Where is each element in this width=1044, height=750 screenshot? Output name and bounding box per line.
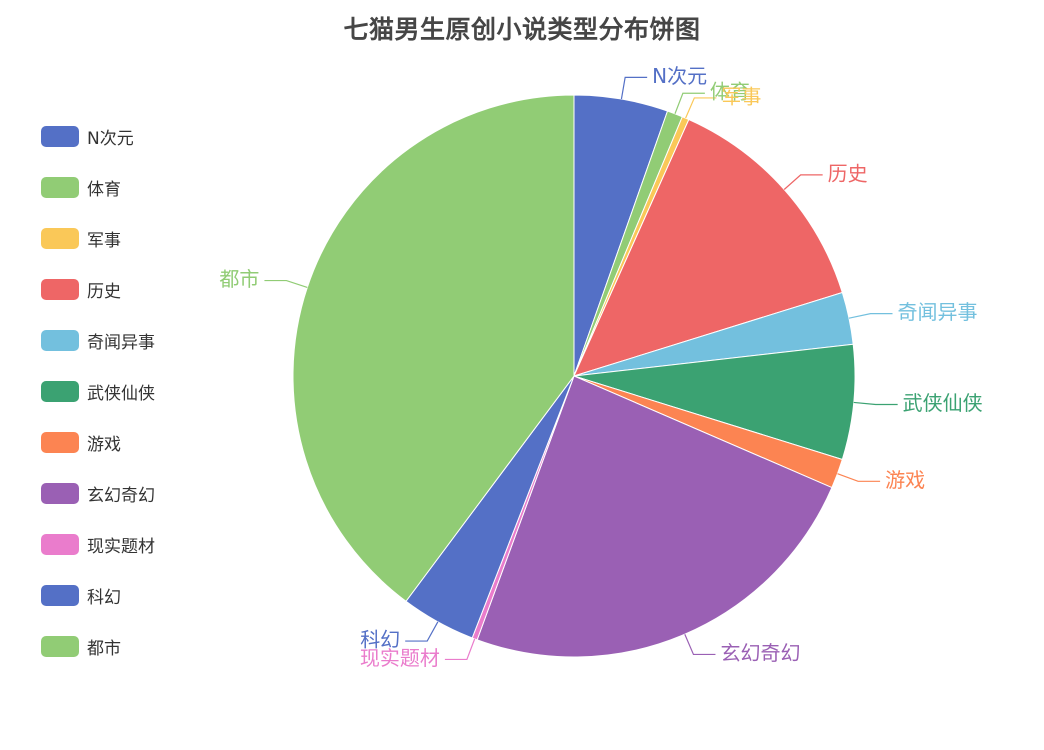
legend-label: 历史 <box>87 282 121 302</box>
legend-swatch <box>41 228 79 249</box>
legend-item-4[interactable]: 奇闻异事 <box>41 315 211 366</box>
legend-item-10[interactable]: 都市 <box>41 621 211 672</box>
legend-swatch <box>41 585 79 606</box>
leader-line-7 <box>684 634 716 656</box>
legend-item-0[interactable]: N次元 <box>41 111 211 162</box>
legend-swatch <box>41 381 79 402</box>
pie-slice-7[interactable] <box>476 375 833 658</box>
slice-label-7: 玄幻奇幻 <box>720 641 800 665</box>
legend-item-3[interactable]: 历史 <box>41 264 211 315</box>
leader-line-4 <box>848 313 893 319</box>
slice-label-4: 奇闻异事 <box>898 300 978 324</box>
leader-line-8 <box>444 638 476 661</box>
leader-line-5 <box>853 401 898 406</box>
legend-label: N次元 <box>87 129 134 149</box>
legend-item-8[interactable]: 现实题材 <box>41 519 211 570</box>
legend-label: 科幻 <box>87 588 121 608</box>
legend-swatch <box>41 534 79 555</box>
leader-line-1 <box>674 92 705 114</box>
legend-item-6[interactable]: 游戏 <box>41 417 211 468</box>
slice-label-0: N次元 <box>652 64 707 88</box>
slice-label-3: 历史 <box>828 161 868 185</box>
pie-slice-10[interactable] <box>292 94 575 602</box>
pie-slices <box>292 94 856 658</box>
legend-label: 都市 <box>87 639 121 659</box>
legend-item-1[interactable]: 体育 <box>41 162 211 213</box>
leader-line-3 <box>783 174 823 190</box>
leader-line-10 <box>264 279 308 289</box>
chart-title: 七猫男生原创小说类型分布饼图 <box>343 15 701 44</box>
legend-item-7[interactable]: 玄幻奇幻 <box>41 468 211 519</box>
slice-label-8: 现实题材 <box>360 646 440 670</box>
legend-label: 军事 <box>87 231 121 251</box>
pie-slice-5[interactable] <box>573 343 856 461</box>
legend-label: 奇闻异事 <box>87 333 155 353</box>
legend-item-5[interactable]: 武侠仙侠 <box>41 366 211 417</box>
leader-line-9 <box>405 621 439 642</box>
legend-swatch <box>41 126 79 147</box>
legend-swatch <box>41 279 79 300</box>
legend: N次元体育军事历史奇闻异事武侠仙侠游戏玄幻奇幻现实题材科幻都市 <box>41 111 211 672</box>
legend-swatch <box>41 483 79 504</box>
legend-swatch <box>41 330 79 351</box>
slice-label-5: 武侠仙侠 <box>903 391 983 415</box>
slice-label-10: 都市 <box>219 267 259 291</box>
slice-label-2: 军事 <box>721 84 761 108</box>
leader-line-6 <box>837 473 881 482</box>
legend-label: 游戏 <box>87 435 121 455</box>
pie-slice-3[interactable] <box>573 118 843 377</box>
legend-label: 体育 <box>87 180 121 200</box>
legend-label: 玄幻奇幻 <box>87 486 155 506</box>
legend-swatch <box>41 636 79 657</box>
legend-label: 现实题材 <box>87 537 155 557</box>
legend-label: 武侠仙侠 <box>87 384 155 404</box>
legend-item-9[interactable]: 科幻 <box>41 570 211 621</box>
leader-line-2 <box>685 97 717 119</box>
leader-line-0 <box>620 76 648 100</box>
slice-label-1: 体育 <box>710 80 750 104</box>
legend-item-2[interactable]: 军事 <box>41 213 211 264</box>
slice-label-9: 科幻 <box>360 628 400 652</box>
legend-swatch <box>41 177 79 198</box>
legend-swatch <box>41 432 79 453</box>
label-leader-lines <box>264 76 898 661</box>
slice-label-6: 游戏 <box>885 468 925 492</box>
